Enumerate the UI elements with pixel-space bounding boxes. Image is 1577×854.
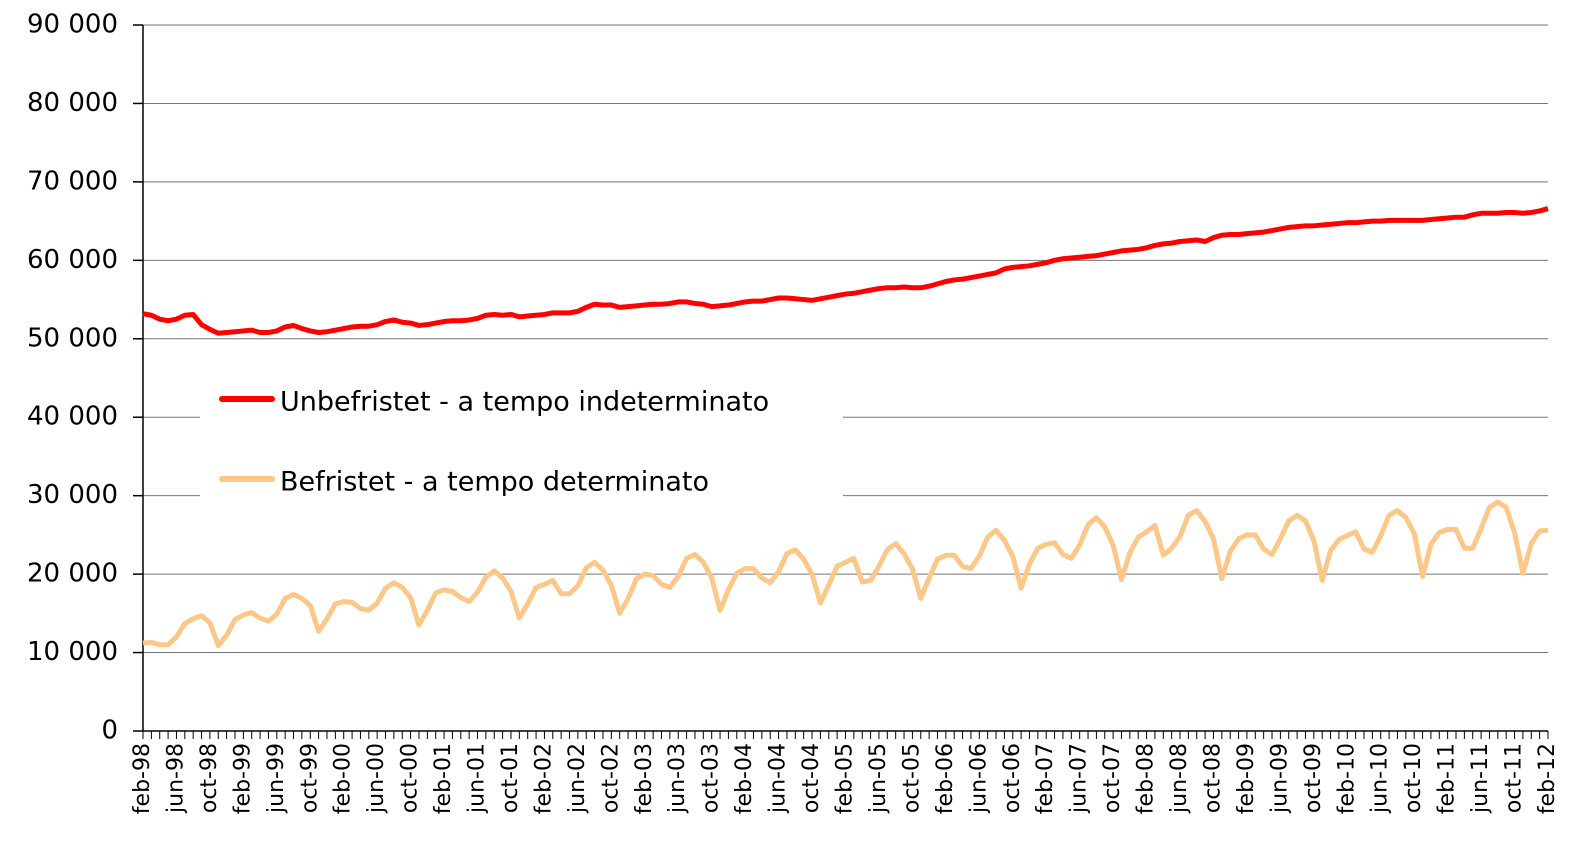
x-tick-label: feb-00 xyxy=(331,743,356,814)
x-tick-label: feb-01 xyxy=(431,743,456,814)
x-tick-label: feb-07 xyxy=(1033,743,1058,814)
x-tick-label: jun-07 xyxy=(1067,743,1092,814)
x-tick-label: jun-11 xyxy=(1468,743,1493,814)
x-tick-label: jun-05 xyxy=(866,743,891,814)
legend-label: Unbefristet - a tempo indeterminato xyxy=(280,387,769,418)
x-tick-label: oct-11 xyxy=(1502,743,1527,813)
x-tick-label: feb-12 xyxy=(1535,743,1560,814)
x-tick-label: oct-02 xyxy=(598,743,623,813)
legend-background xyxy=(200,360,843,520)
series-line xyxy=(142,499,1549,648)
x-tick-label: feb-03 xyxy=(632,743,657,814)
x-tick-label: oct-98 xyxy=(197,743,222,813)
x-tick-label: feb-04 xyxy=(732,743,757,814)
y-tick-label: 60 000 xyxy=(27,245,118,275)
x-tick-label: feb-99 xyxy=(230,743,255,814)
x-tick-label: jun-00 xyxy=(364,743,389,814)
x-tick-label: feb-08 xyxy=(1134,743,1159,814)
x-tick-label: oct-08 xyxy=(1200,743,1225,813)
y-tick-label: 50 000 xyxy=(27,323,118,353)
x-tick-label: oct-04 xyxy=(799,743,824,813)
y-tick-label: 80 000 xyxy=(27,88,118,118)
y-tick-label: 20 000 xyxy=(27,559,118,589)
x-tick-label: oct-07 xyxy=(1100,743,1125,813)
x-tick-label: jun-04 xyxy=(766,743,791,814)
x-tick-label: jun-03 xyxy=(665,743,690,814)
y-tick-label: 0 xyxy=(101,716,118,746)
x-tick-label: oct-10 xyxy=(1401,743,1426,813)
x-tick-label: feb-11 xyxy=(1435,743,1460,814)
x-tick-label: jun-10 xyxy=(1368,743,1393,814)
x-tick-label: oct-09 xyxy=(1301,743,1326,813)
x-tick-label: jun-02 xyxy=(565,743,590,814)
x-tick-label: feb-05 xyxy=(833,743,858,814)
x-tick-label: feb-06 xyxy=(933,743,958,814)
legend-label: Befristet - a tempo determinato xyxy=(280,467,709,498)
x-tick-label: feb-02 xyxy=(531,743,556,814)
y-tick-label: 70 000 xyxy=(27,166,118,196)
x-tick-label: jun-99 xyxy=(264,743,289,814)
x-tick-label: feb-10 xyxy=(1334,743,1359,814)
x-tick-label: oct-99 xyxy=(297,743,322,813)
y-tick-label: 10 000 xyxy=(27,637,118,667)
y-tick-label: 40 000 xyxy=(27,402,118,432)
x-tick-label: jun-98 xyxy=(163,743,188,814)
x-tick-label: oct-00 xyxy=(398,743,423,813)
x-tick-label: oct-01 xyxy=(498,743,523,813)
x-tick-label: feb-09 xyxy=(1234,743,1259,814)
series-line xyxy=(142,206,1549,336)
x-tick-label: jun-06 xyxy=(966,743,991,814)
x-tick-label: jun-08 xyxy=(1167,743,1192,814)
x-tick-label: oct-06 xyxy=(1000,743,1025,813)
y-tick-label: 90 000 xyxy=(27,10,118,40)
x-tick-label: jun-01 xyxy=(465,743,490,814)
x-tick-label: oct-05 xyxy=(899,743,924,813)
x-tick-label: oct-03 xyxy=(699,743,724,813)
x-tick-label: feb-98 xyxy=(130,743,155,814)
y-tick-label: 30 000 xyxy=(27,480,118,510)
x-tick-label: jun-09 xyxy=(1267,743,1292,814)
